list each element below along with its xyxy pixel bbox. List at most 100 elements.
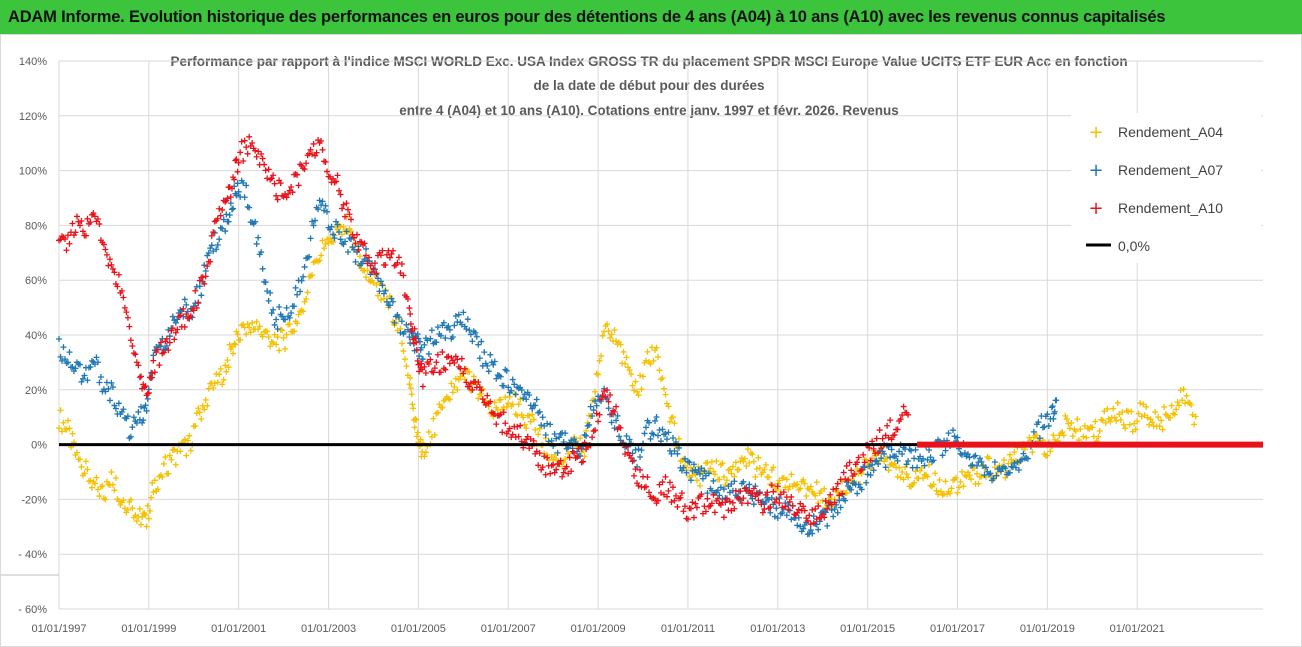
data-point (187, 313, 194, 320)
data-point (888, 436, 895, 443)
data-point (204, 402, 211, 409)
data-point (939, 452, 946, 459)
data-point (644, 348, 651, 355)
data-point (647, 360, 654, 367)
data-point (470, 373, 477, 380)
data-point (933, 487, 940, 494)
data-point (79, 375, 86, 382)
data-point (232, 157, 239, 164)
data-point (1014, 459, 1021, 466)
data-point (506, 425, 513, 432)
data-point (961, 450, 968, 457)
data-point (111, 487, 118, 494)
data-point (1095, 433, 1102, 440)
data-point (430, 369, 437, 376)
data-point (217, 212, 224, 219)
data-point (607, 392, 614, 399)
data-point (505, 400, 512, 407)
data-point (473, 333, 480, 340)
data-point (169, 325, 176, 332)
data-point (253, 318, 260, 325)
data-point (1138, 413, 1145, 420)
data-point (177, 312, 184, 319)
data-point (373, 270, 380, 277)
data-point (671, 497, 678, 504)
data-point (412, 335, 419, 342)
x-tick-label: 01/01/1999 (121, 623, 176, 635)
data-point (539, 464, 546, 471)
data-point (476, 384, 483, 391)
data-point (319, 146, 326, 153)
data-point (789, 502, 796, 509)
data-point (1135, 410, 1142, 417)
report-banner: ADAM Informe. Evolution historique des p… (0, 0, 1302, 34)
data-point (330, 175, 337, 182)
data-point (196, 277, 203, 284)
data-point (216, 236, 223, 243)
data-point (653, 414, 660, 421)
data-point (318, 202, 325, 209)
data-point (300, 308, 307, 315)
data-point (445, 323, 452, 330)
data-point (568, 468, 575, 475)
data-point (109, 384, 116, 391)
data-point (452, 313, 459, 320)
data-point (81, 470, 88, 477)
data-point (873, 435, 880, 442)
data-point (783, 512, 790, 519)
data-point (407, 311, 414, 318)
data-point (535, 431, 542, 438)
data-point (743, 463, 750, 470)
data-point (732, 459, 739, 466)
data-point (202, 273, 209, 280)
data-point (140, 417, 147, 424)
data-point (843, 462, 850, 469)
data-point (650, 357, 657, 364)
data-point (613, 403, 620, 410)
data-point (294, 291, 301, 298)
data-point (237, 149, 244, 156)
data-point (930, 457, 937, 464)
data-point (554, 449, 561, 456)
data-point (592, 388, 599, 395)
data-point (511, 381, 518, 388)
data-point (503, 404, 510, 411)
data-point (230, 205, 237, 212)
x-tick-label: 01/01/2009 (571, 623, 626, 635)
data-point (668, 498, 675, 505)
data-point (181, 296, 188, 303)
legend-marker-a10: + (1088, 198, 1103, 219)
data-point (583, 432, 590, 439)
data-point (830, 513, 837, 520)
legend-label-a04: Rendement_A04 (1118, 124, 1223, 140)
data-point (587, 403, 594, 410)
data-point (163, 335, 170, 342)
data-point (63, 426, 70, 433)
data-point (714, 487, 721, 494)
data-point (304, 289, 311, 296)
data-point (646, 489, 653, 496)
data-point (425, 360, 432, 367)
data-point (976, 455, 983, 462)
data-point (69, 220, 76, 227)
data-point (1117, 416, 1124, 423)
data-point (834, 509, 841, 516)
data-point (183, 311, 190, 318)
data-point (330, 231, 337, 238)
legend-label-zero: 0,0% (1118, 238, 1150, 254)
data-point (1168, 402, 1175, 409)
data-point (413, 347, 420, 354)
data-point (1018, 456, 1025, 463)
data-point (388, 295, 395, 302)
data-point (809, 530, 816, 537)
data-point (342, 213, 349, 220)
data-point (129, 424, 136, 431)
data-point (608, 419, 615, 426)
data-point (663, 493, 670, 500)
data-point (319, 237, 326, 244)
data-point (1128, 408, 1135, 415)
data-point (300, 273, 307, 280)
data-point (810, 520, 817, 527)
data-point (303, 295, 310, 302)
data-point (180, 305, 187, 312)
